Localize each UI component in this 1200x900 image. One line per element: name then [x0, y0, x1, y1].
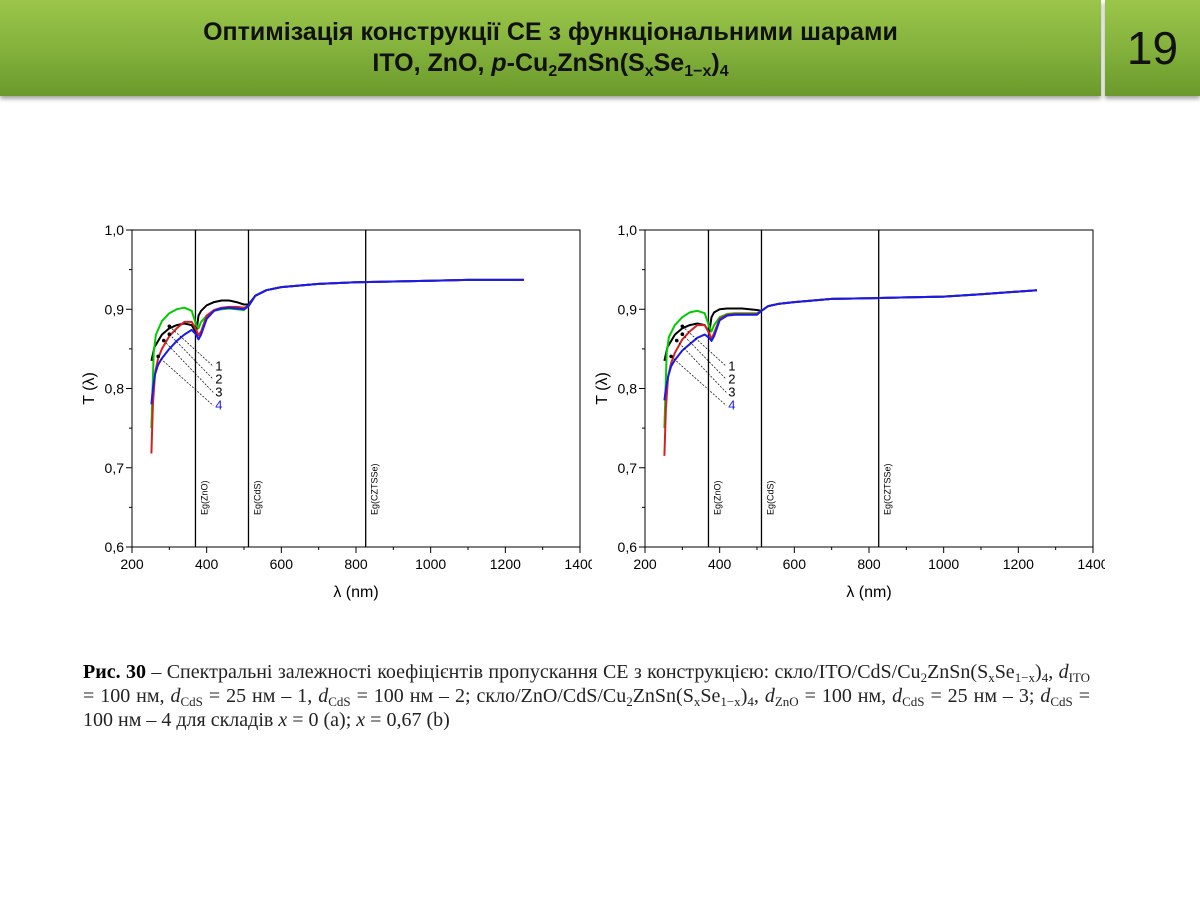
series-line-1 — [663, 289, 1038, 362]
curve-leader-dot — [674, 338, 679, 343]
curve-leader-dot — [680, 324, 685, 329]
y-tick-label: 0,7 — [105, 460, 125, 476]
curve-leader-dot — [156, 354, 160, 359]
curve-leader-dot — [167, 324, 172, 329]
y-tick-label: 0,9 — [105, 301, 125, 317]
x-tick-label: 800 — [344, 556, 368, 572]
x-tick-label: 600 — [783, 556, 807, 572]
curve-label: 2 — [728, 371, 735, 386]
transmission-chart-b: 200 400 600 800 1000 1200 1400 0,6 0,7 0,8 0,9 1,0 λ… — [594, 222, 1105, 601]
title-prefix: ITO, ZnO, — [372, 49, 492, 77]
bandgap-label: Eg(CdS) — [765, 480, 775, 515]
y-tick-label: 1,0 — [105, 222, 125, 238]
x-tick-label: 1400 — [564, 556, 592, 572]
series-line-4 — [663, 289, 1038, 401]
x-axis-label: λ (nm) — [333, 584, 378, 601]
bandgap-label: Eg(ZnO) — [712, 480, 722, 515]
bandgap-label: Eg(CZTSSe) — [370, 463, 380, 515]
x-tick-label: 200 — [120, 556, 144, 572]
slide-title-line-2: ITO, ZnO, p-Cu2ZnSn(SxSe1−x)4 — [372, 48, 729, 80]
slide-title-bar: Оптимізація конструкції СЕ з функціональ… — [0, 0, 1101, 96]
x-tick-label: 1000 — [415, 556, 446, 572]
y-tick-label: 0,8 — [105, 381, 125, 397]
slide-number: 19 — [1126, 22, 1179, 74]
curve-leader-line — [682, 326, 727, 367]
caption-text-1: Спектральні залежності коефіцієнтів проп… — [166, 661, 898, 683]
x-tick-label: 400 — [708, 556, 732, 572]
y-tick-label: 0,6 — [618, 539, 638, 555]
x-tick-label: 1200 — [1003, 556, 1034, 572]
curve-label: 1 — [215, 358, 222, 373]
curve-leader-dot — [161, 338, 166, 343]
caption-formula-2: Cu2ZnSn(SxSe1−x)4 — [602, 685, 754, 709]
bandgap-label: Eg(CdS) — [252, 480, 262, 515]
x-tick-label: 600 — [270, 556, 294, 572]
slide-title-line-1: Оптимізація конструкції СЕ з функціональ… — [203, 18, 898, 46]
caption-figure-number: Рис. 30 — [83, 661, 146, 683]
caption-text-3: , dZnO = 100 нм, dCdS = 25 нм – 3; dCdS … — [83, 685, 1091, 731]
caption-text-2: , dITO = 100 нм, dCdS = 25 нм – 1, dCdS … — [83, 661, 1090, 709]
curve-leader-line — [682, 333, 727, 380]
y-axis-label: T (λ) — [594, 372, 611, 405]
curve-label: 2 — [215, 371, 222, 386]
curve-label: 4 — [728, 398, 735, 413]
slide-number-box: 19 — [1105, 0, 1200, 96]
curve-leader-line — [157, 356, 214, 406]
y-tick-label: 0,9 — [618, 301, 638, 317]
curve-leader-dot — [680, 332, 685, 336]
x-axis-label: λ (nm) — [846, 584, 891, 601]
series-line-1 — [150, 278, 524, 362]
figure-caption: Рис. 30 – Спектральні залежності коефіці… — [83, 660, 1090, 732]
transmission-chart-a: 200 400 600 800 1000 1200 1400 0,6 0,7 0,8 0,9 1,0 λ… — [81, 222, 592, 601]
x-tick-label: 1000 — [928, 556, 959, 572]
curve-label: 1 — [728, 358, 735, 373]
curve-label: 3 — [728, 384, 735, 399]
series-line-2 — [663, 289, 1038, 429]
title-p-type: p — [491, 49, 507, 77]
x-tick-label: 800 — [857, 556, 881, 572]
curve-leader-line — [676, 340, 727, 393]
x-tick-label: 200 — [633, 556, 657, 572]
x-tick-label: 1200 — [490, 556, 521, 572]
x-tick-label: 1400 — [1077, 556, 1105, 572]
y-tick-label: 0,7 — [618, 460, 638, 476]
curve-leader-dot — [669, 354, 673, 359]
curve-label: 4 — [215, 398, 222, 413]
y-tick-label: 0,8 — [618, 381, 638, 397]
x-tick-label: 400 — [195, 556, 219, 572]
bandgap-label: Eg(ZnO) — [199, 480, 209, 515]
series-line-2 — [150, 278, 524, 429]
bandgap-label: Eg(CZTSSe) — [883, 463, 893, 515]
caption-formula-1: Cu2ZnSn(SxSe1−x)4 — [897, 661, 1049, 685]
curve-label: 3 — [215, 384, 222, 399]
caption-dash: – — [145, 661, 167, 683]
title-formula: -Cu2ZnSn(SxSe1−x)4 — [506, 49, 729, 80]
series-line-4 — [150, 278, 524, 405]
curve-leader-line — [670, 356, 727, 406]
y-axis-label: T (λ) — [81, 372, 98, 405]
curve-leader-dot — [167, 332, 172, 336]
curve-leader-line — [163, 340, 214, 393]
y-tick-label: 1,0 — [618, 222, 638, 238]
y-tick-label: 0,6 — [105, 539, 125, 555]
curve-leader-line — [169, 326, 214, 367]
